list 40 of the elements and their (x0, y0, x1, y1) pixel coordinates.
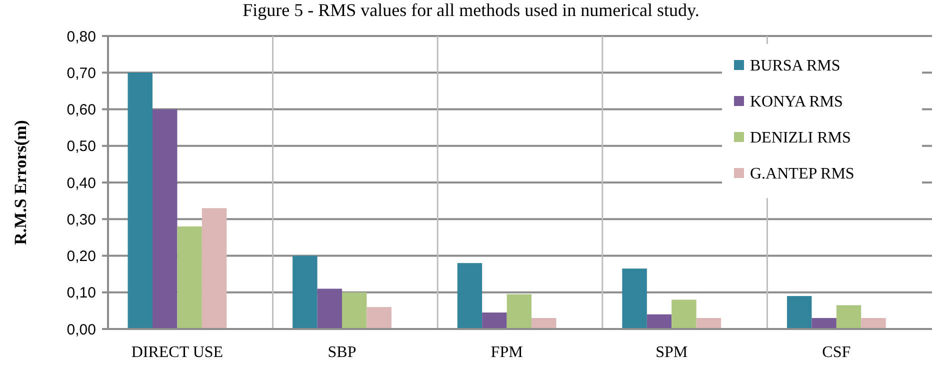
bar (366, 307, 392, 329)
legend-label: BURSA RMS (750, 58, 840, 75)
y-tick-label: 0,60 (66, 102, 96, 118)
chart-title: Figure 5 - RMS values for all methods used in numerical study. (242, 0, 700, 20)
x-tick-label: FPM (490, 344, 523, 361)
y-tick-label: 0,50 (66, 138, 96, 156)
bar (128, 72, 152, 329)
bar (672, 300, 696, 329)
y-tick-label: 0,40 (66, 174, 96, 192)
legend-label: G.ANTEP RMS (750, 166, 854, 183)
bar (532, 318, 556, 329)
y-tick-label: 0,30 (66, 211, 96, 228)
bar (457, 263, 482, 329)
bar (812, 318, 836, 329)
y-tick-label: 0,00 (66, 321, 96, 338)
bar (292, 256, 318, 329)
bar (696, 318, 722, 329)
bar (506, 294, 532, 329)
x-tick-label: DIRECT USE (131, 344, 224, 361)
y-tick-label: 0,70 (66, 64, 96, 82)
legend-label: KONYA RMS (750, 94, 843, 111)
bar (646, 314, 672, 329)
bar (317, 288, 342, 329)
x-tick-label: SPM (656, 344, 688, 361)
bar (861, 318, 886, 329)
y-axis-title: R.M.S Errors(m) (11, 120, 30, 245)
y-tick-label: 0,10 (66, 284, 96, 302)
x-tick-label: SBP (328, 344, 356, 361)
bar (202, 208, 227, 329)
y-tick-label: 0,20 (66, 248, 96, 265)
bar (342, 292, 367, 329)
bar (786, 296, 812, 329)
x-tick-label: CSF (822, 344, 851, 361)
bar (836, 305, 862, 329)
legend-label: DENIZLI RMS (750, 130, 851, 147)
bar (482, 312, 507, 329)
bar (152, 109, 178, 329)
bar (177, 226, 202, 329)
y-tick-label: 0,80 (66, 28, 96, 46)
bar (622, 268, 647, 329)
